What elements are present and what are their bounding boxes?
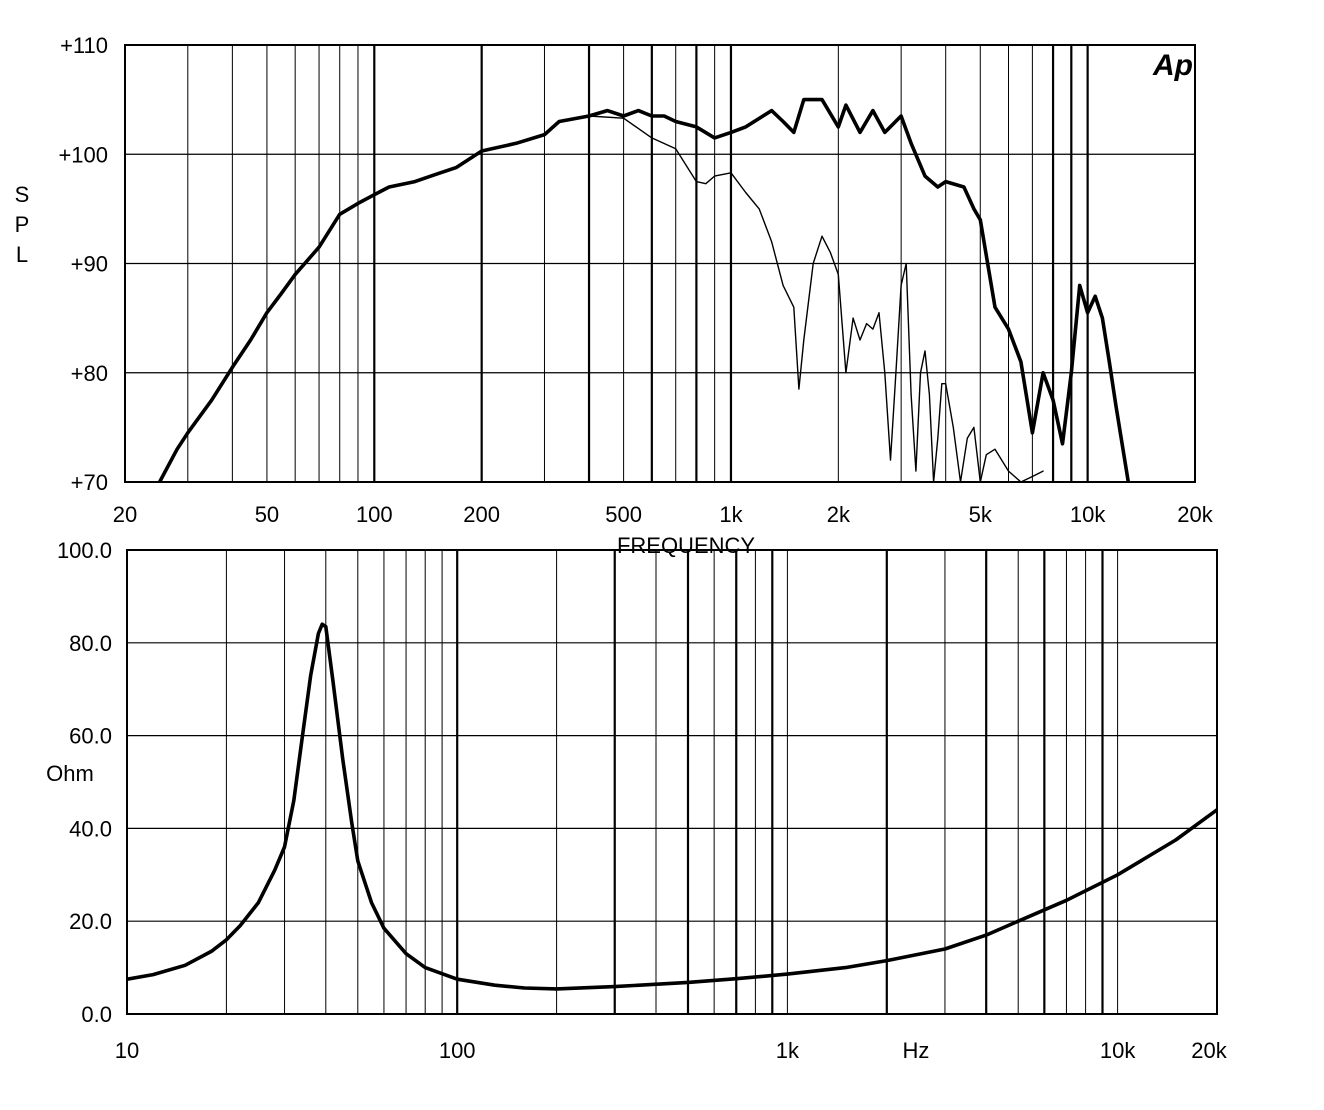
- x-tick-label: 2k: [827, 502, 851, 527]
- ap-logo: Ap: [1152, 49, 1193, 82]
- x-tick-label: 1k: [719, 502, 743, 527]
- y-tick-label: 60.0: [69, 724, 112, 749]
- spl-series-layer: [157, 97, 1131, 482]
- impedance-tick-labels: 10 100 1k 10k 20k 100.0 80.0 60.0 40.0 20.0 0.0: [57, 538, 1228, 1063]
- y-tick-label: 40.0: [69, 816, 112, 841]
- spl-series-line-2: [588, 115, 1044, 482]
- x-tick-label: 1k: [776, 1038, 800, 1063]
- spl-plot-frame: [124, 44, 1196, 483]
- y-tick-label: 20.0: [69, 909, 112, 934]
- x-tick-label: 50: [255, 502, 279, 527]
- y-tick-label: 100.0: [57, 538, 112, 563]
- x-tick-label: 20k: [1177, 502, 1213, 527]
- y-tick-label: +70: [71, 470, 108, 495]
- spl-frequency-chart: 20 50 100 200 500 1k 2k 5k 10k 20k +110 +100 +90 +80 +…: [15, 33, 1214, 558]
- y-tick-label: 0.0: [81, 1002, 112, 1027]
- y-tick-label: +80: [71, 361, 108, 386]
- y-tick-label: +100: [58, 142, 108, 167]
- spl-x-axis-label: FREQUENCY: [617, 533, 755, 558]
- x-tick-label: 10: [115, 1038, 139, 1063]
- x-tick-label: 10k: [1070, 502, 1106, 527]
- x-tick-label: 100: [356, 502, 393, 527]
- x-tick-label: 20k: [1191, 1038, 1227, 1063]
- impedance-series-line-1: [127, 622, 1217, 991]
- impedance-chart: 10 100 1k 10k 20k 100.0 80.0 60.0 40.0 20.0 0.0 Hz…: [46, 538, 1228, 1063]
- impedance-plot-frame: [126, 549, 1218, 1015]
- y-tick-label: +90: [71, 252, 108, 277]
- spl-series-line-1: [157, 97, 1131, 482]
- x-tick-label: 500: [605, 502, 642, 527]
- x-tick-label: 10k: [1100, 1038, 1136, 1063]
- x-tick-label: 5k: [969, 502, 993, 527]
- x-tick-label: 100: [439, 1038, 476, 1063]
- y-tick-label: 80.0: [69, 631, 112, 656]
- impedance-y-axis-label: Ohm: [46, 761, 94, 786]
- impedance-series-layer: [127, 622, 1217, 991]
- y-tick-label: +110: [60, 33, 108, 58]
- impedance-x-axis-label: Hz: [903, 1038, 930, 1063]
- spl-tick-labels: 20 50 100 200 500 1k 2k 5k 10k 20k +110 +100 +90 +80 +…: [58, 33, 1213, 527]
- x-tick-label: 200: [463, 502, 500, 527]
- x-tick-label: 20: [113, 502, 137, 527]
- impedance-grid: [126, 549, 1218, 1015]
